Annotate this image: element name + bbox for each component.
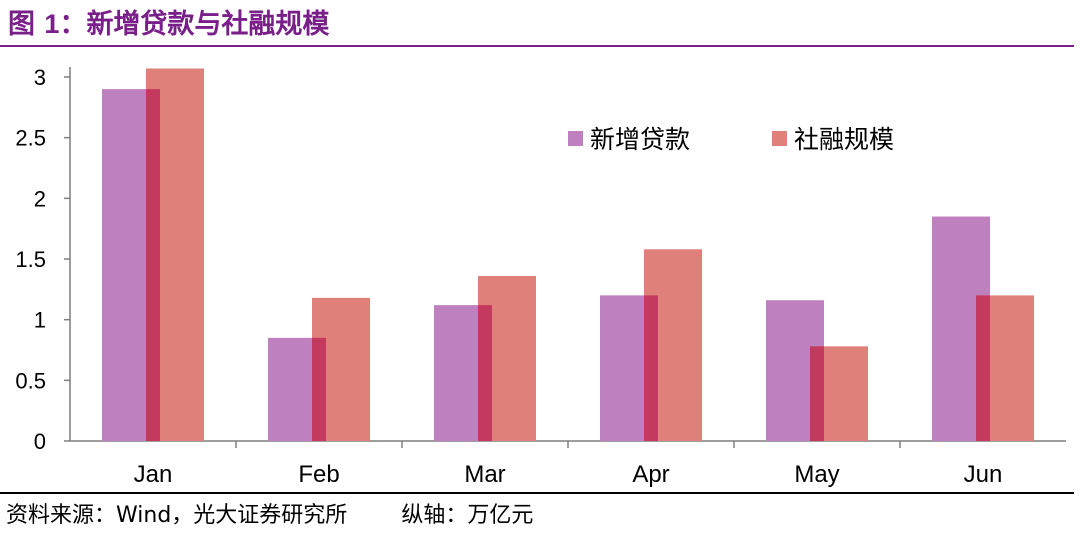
source-text: Wind，光大证券研究所 <box>116 503 348 528</box>
chart-area: 0 0.5 1 1.5 2 2.5 3 Jan Feb Mar Apr May Jun 新增贷款 社融规模 <box>0 50 1080 490</box>
figure-separator: ： <box>59 9 87 40</box>
bar-chart: 0 0.5 1 1.5 2 2.5 3 Jan Feb Mar Apr May Jun 新增贷款 社融规模 <box>15 65 1066 488</box>
source-note: 资料来源：Wind，光大证券研究所 纵轴：万亿元 <box>6 500 533 532</box>
x-tick-label: Jan <box>134 461 173 488</box>
bar-overlap-Jun <box>976 295 990 441</box>
x-tick-label: Jun <box>964 461 1003 488</box>
x-tick-label: Mar <box>464 461 505 488</box>
unit-note: 纵轴：万亿元 <box>401 503 534 528</box>
figure-title: 图 1：新增贷款与社融规模 <box>8 6 329 42</box>
legend-label-2: 社融规模 <box>794 126 894 154</box>
bar-overlap-Jan <box>146 89 160 441</box>
x-tick-label: May <box>794 461 839 488</box>
figure-title-text: 新增贷款与社融规模 <box>86 9 330 40</box>
legend-label-1: 新增贷款 <box>590 126 690 154</box>
source-rule <box>0 492 1074 494</box>
legend-swatch-2 <box>772 131 787 146</box>
x-tick-label: Feb <box>298 461 339 488</box>
bar-overlap-Apr <box>644 295 658 441</box>
bar-overlap-Mar <box>478 305 492 441</box>
y-tick-label: 2.5 <box>15 126 46 151</box>
bar-overlap-Feb <box>312 337 326 441</box>
bar-overlap-May <box>810 346 824 441</box>
title-rule <box>0 45 1074 47</box>
x-tick-label: Apr <box>632 461 669 488</box>
y-tick-label: 0 <box>34 429 46 454</box>
figure-number: 1 <box>44 9 60 39</box>
source-prefix: 资料来源： <box>6 503 117 528</box>
y-tick-label: 1 <box>34 308 46 333</box>
y-tick-label: 0.5 <box>15 368 46 393</box>
y-tick-label: 1.5 <box>15 247 46 272</box>
y-tick-label: 3 <box>34 65 46 90</box>
legend-swatch-1 <box>568 131 583 146</box>
figure-label: 图 <box>8 9 35 40</box>
y-tick-label: 2 <box>34 186 46 211</box>
